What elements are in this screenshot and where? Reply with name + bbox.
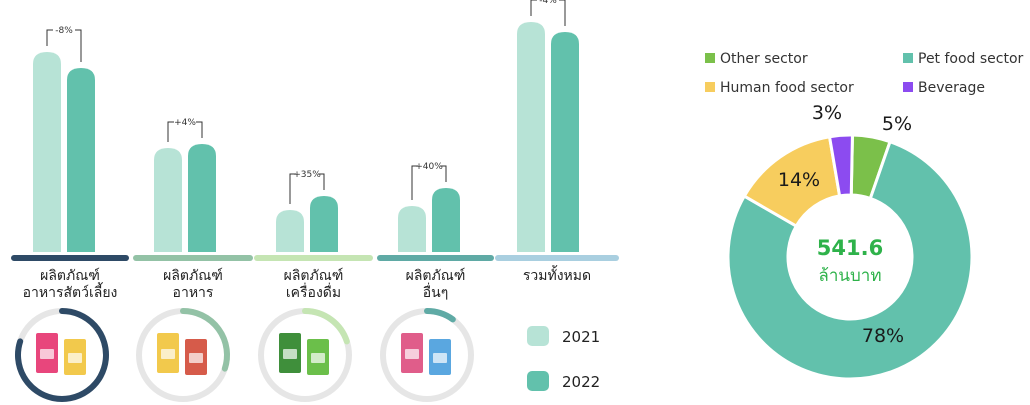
category-label-line: ผลิตภัณฑ์ — [406, 267, 466, 284]
product-progress-arc-1 — [180, 308, 230, 372]
product-box-label-b-2 — [311, 353, 325, 363]
donut-value-label-pet-food-sector: 78% — [862, 325, 904, 347]
donut-legend-swatch-2 — [705, 82, 715, 92]
legend-swatch-2021 — [527, 326, 549, 346]
product-box-label-b-3 — [433, 353, 447, 363]
legend-label-2022: 2022 — [562, 373, 600, 391]
bar-2021-1 — [154, 148, 182, 252]
product-box-label-a-2 — [283, 349, 297, 359]
category-label-2: ผลิตภัณฑ์เครื่องดื่ม — [284, 267, 344, 301]
category-label-line: อื่นๆ — [423, 283, 449, 301]
donut-slice-human-food-sector — [742, 134, 842, 229]
change-bracket-1 — [167, 121, 203, 142]
bar-2022-3 — [432, 188, 460, 252]
change-label-2: +35% — [293, 170, 321, 180]
donut-center-value: 541.6 — [817, 236, 883, 260]
bar-2022-2 — [310, 196, 338, 252]
change-label-3: +40% — [415, 162, 443, 172]
donut-center-unit: ล้านบาท — [818, 266, 881, 286]
category-label-line: อาหารสัตว์เลี้ยง — [23, 282, 118, 301]
donut-legend-swatch-3 — [903, 82, 913, 92]
donut-legend-label-1: Pet food sector — [918, 51, 1024, 67]
legend-swatch-2022 — [527, 371, 549, 391]
donut-slice-other-sector — [849, 133, 892, 201]
bar-2021-0 — [33, 52, 61, 252]
product-box-label-b-1 — [189, 353, 203, 363]
category-label-4: รวมทั้งหมด — [523, 265, 591, 284]
product-box-label-a-0 — [40, 349, 54, 359]
product-image-ring-3 — [380, 308, 474, 402]
donut-center — [789, 196, 911, 318]
change-bracket-4 — [530, 0, 566, 26]
category-label-line: อาหาร — [173, 285, 214, 301]
donut-legend-swatch-0 — [705, 53, 715, 63]
bar-2022-4 — [551, 32, 579, 252]
category-label-3: ผลิตภัณฑ์อื่นๆ — [406, 267, 466, 301]
category-label-line: ผลิตภัณฑ์ — [284, 267, 344, 284]
bar-2022-1 — [188, 144, 216, 252]
category-label-line: ผลิตภัณฑ์ — [40, 267, 100, 284]
category-label-1: ผลิตภัณฑ์อาหาร — [163, 267, 223, 301]
product-box-label-b-0 — [68, 353, 82, 363]
bar-chart: -8%ผลิตภัณฑ์อาหารสัตว์เลี้ยง+4%ผลิตภัณฑ์… — [11, 0, 619, 402]
change-bracket-3 — [411, 165, 447, 200]
category-label-line: ผลิตภัณฑ์ — [163, 267, 223, 284]
product-progress-arc-0 — [15, 308, 109, 402]
donut-legend-swatch-1 — [903, 53, 913, 63]
change-label-4: -4% — [539, 0, 557, 6]
donut-value-label-other-sector: 5% — [882, 113, 912, 135]
change-bracket-2 — [289, 173, 325, 204]
category-label-line: เครื่องดื่ม — [286, 283, 341, 301]
bar-2021-3 — [398, 206, 426, 252]
bar-2021-2 — [276, 210, 304, 252]
product-box-label-a-3 — [405, 349, 419, 359]
bar-2021-4 — [517, 22, 545, 252]
product-progress-arc-3 — [424, 308, 456, 323]
category-label-0: ผลิตภัณฑ์อาหารสัตว์เลี้ยง — [23, 267, 118, 301]
change-bracket-0 — [46, 29, 82, 62]
change-label-1: +4% — [174, 118, 196, 128]
donut-value-label-beverage: 3% — [812, 102, 842, 124]
change-label-0: -8% — [55, 26, 73, 36]
donut-value-label-human-food-sector: 14% — [778, 169, 820, 191]
donut-slice-beverage — [827, 133, 854, 198]
category-label-line: รวมทั้งหมด — [523, 265, 591, 284]
product-box-label-a-1 — [161, 349, 175, 359]
donut-legend-label-2: Human food sector — [720, 80, 854, 96]
donut-slice-pet-food-sector — [726, 139, 974, 381]
product-progress-arc-2 — [302, 308, 350, 345]
donut-legend-label-3: Beverage — [918, 80, 985, 96]
legend-label-2021: 2021 — [562, 328, 600, 346]
bar-2022-0 — [67, 68, 95, 252]
donut-legend-label-0: Other sector — [720, 51, 808, 67]
